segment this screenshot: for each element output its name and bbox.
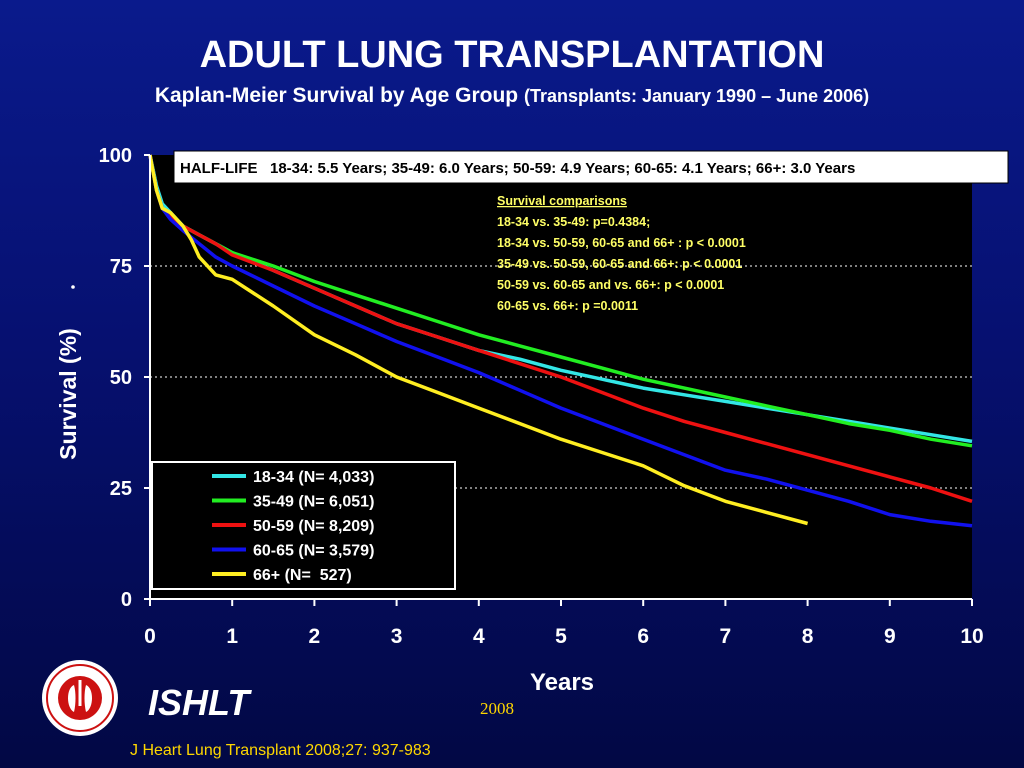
x-tick-label: 7 [720,625,732,648]
series-line-4 [148,154,809,526]
y-tick-label: 50 [110,367,132,389]
legend-label: 35-49 (N= 6,051) [253,494,374,511]
x-tick-label: 6 [637,625,649,648]
survival-curves [148,154,973,528]
x-tick-label: 4 [473,625,485,648]
y-tick-labels: 0 25 50 75 100 [99,145,150,611]
half-life-text: HALF-LIFE 18-34: 5.5 Years; 35-49: 6.0 Y… [180,160,855,177]
comparison-line: 50-59 vs. 60-65 and vs. 66+: p < 0.0001 [497,278,724,292]
legend-label: 50-59 (N= 8,209) [253,518,374,535]
x-tick-label: 1 [226,625,238,648]
legend-label: 60-65 (N= 3,579) [253,543,374,560]
subtitle-main: Kaplan-Meier Survival by Age Group [154,84,519,107]
y-tick-label: 75 [110,256,132,278]
subtitle-note: (Transplants: January 1990 – June 2006) [523,86,870,106]
y-tick-label: 0 [121,589,132,611]
stray-dot [71,285,75,289]
slide-title: ADULT LUNG TRANSPLANTATION [199,34,825,76]
half-life-box: HALF-LIFE 18-34: 5.5 Years; 35-49: 6.0 Y… [173,150,1009,184]
y-axis-label: Survival (%) [55,328,81,460]
x-tick-labels: 0 1 2 3 4 5 6 7 8 9 10 [144,599,984,648]
y-tick-label: 100 [99,145,132,167]
x-tick-label: 9 [884,625,896,648]
comparison-line: 60-65 vs. 66+: p =0.0011 [497,299,638,313]
comparison-line: 18-34 vs. 35-49: p=0.4384; [497,215,650,229]
ishlt-label: ISHLT [148,682,250,723]
legend: 18-34 (N= 4,033) 35-49 (N= 6,051) 50-59 (N… [151,461,456,590]
x-tick-label: 8 [802,625,814,648]
comparison-line: 18-34 vs. 50-59, 60-65 and 66+ : p < 0.0… [497,236,746,250]
comparisons-heading: Survival comparisons [497,194,627,208]
x-tick-label: 5 [555,625,567,648]
legend-label: 66+ (N= 527) [253,567,352,584]
citation: J Heart Lung Transplant 2008;27: 937-983 [130,742,431,759]
x-tick-label: 10 [960,625,983,648]
slide-subtitle: Kaplan-Meier Survival by Age Group (Tran… [0,84,1024,108]
legend-label: 18-34 (N= 4,033) [253,469,374,486]
comparison-line: 35-49 vs. 50-59, 60-65 and 66+: p < 0.00… [497,257,742,271]
y-tick-label: 25 [110,478,132,500]
x-tick-label: 3 [391,625,403,648]
survival-comparisons: Survival comparisons 18-34 vs. 35-49: p=… [497,194,746,313]
footer-year: 2008 [480,699,514,718]
ishlt-seal-icon [42,660,118,736]
x-tick-label: 0 [144,625,156,648]
x-tick-label: 2 [309,625,321,648]
x-axis-label: Years [530,669,594,696]
